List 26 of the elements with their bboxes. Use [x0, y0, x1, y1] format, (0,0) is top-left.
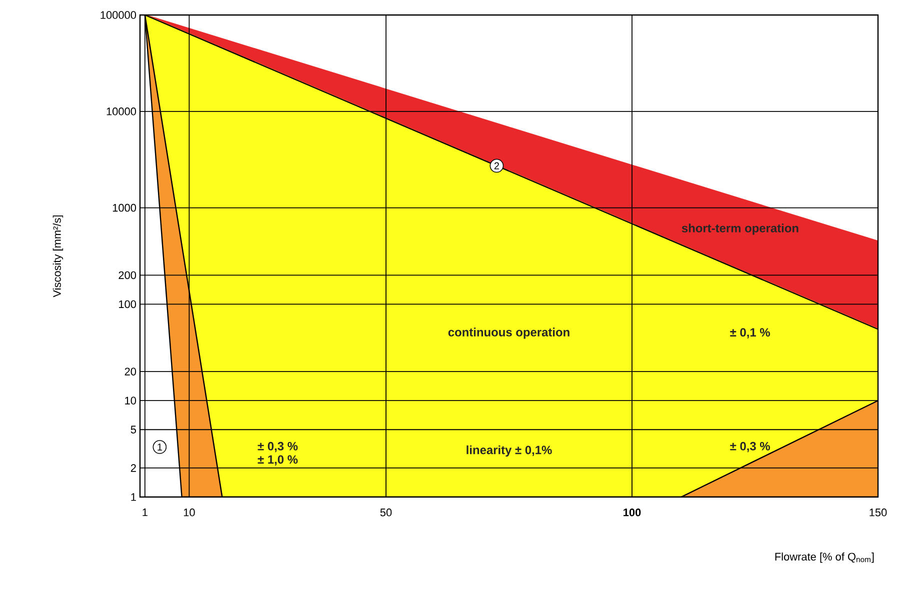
x-tick-label: 150 — [870, 508, 887, 516]
y-tick-label: 2 — [130, 464, 136, 472]
y-tick-label: 200 — [118, 271, 136, 280]
x-tick-label: 100 — [624, 508, 641, 516]
y-tick-label: 100000 — [100, 11, 136, 19]
x-axis-title: Flowrate [% of Q$_{nom}$] — [775, 552, 874, 563]
y-tick-label: 20 — [124, 368, 136, 376]
y-axis-title: Viscosity [mm²/s] — [52, 215, 64, 298]
annotation: 1 — [158, 444, 162, 450]
y-tick-label: 1 — [131, 493, 136, 501]
y-tick-label: 100 — [119, 300, 136, 308]
x-tick-label: 1 — [142, 508, 148, 516]
annotation: 2 — [494, 162, 499, 170]
y-tick-label: 5 — [130, 426, 136, 434]
annotation: continuous operation — [448, 328, 570, 339]
annotation: ± 0,3 % — [258, 442, 298, 452]
x-tick-label: 10 — [184, 508, 195, 516]
y-tick-label: 10 — [125, 396, 136, 404]
annotation: ± 1,0 % — [258, 455, 298, 466]
annotation: linearity ± 0,1% — [466, 445, 552, 457]
annotation: short-term operation — [682, 224, 798, 235]
annotation: ± 0,3 % — [730, 442, 770, 452]
y-tick-label: 1000 — [112, 204, 136, 212]
annotation: ± 0,1 % — [730, 328, 770, 338]
x-tick-label: 50 — [380, 508, 392, 516]
y-tick-label: 10000 — [106, 108, 136, 116]
